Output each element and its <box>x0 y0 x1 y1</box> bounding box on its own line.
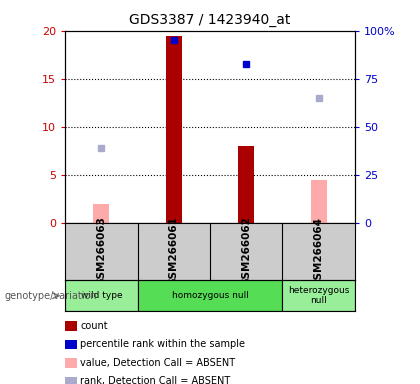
Text: GSM266062: GSM266062 <box>241 217 251 286</box>
Text: wild type: wild type <box>81 291 122 300</box>
Text: percentile rank within the sample: percentile rank within the sample <box>80 339 245 349</box>
Text: heterozygous
null: heterozygous null <box>288 286 349 305</box>
Bar <box>311 180 327 223</box>
Text: homozygous null: homozygous null <box>171 291 249 300</box>
Bar <box>282 280 355 311</box>
Title: GDS3387 / 1423940_at: GDS3387 / 1423940_at <box>129 13 291 27</box>
Text: count: count <box>80 321 108 331</box>
Bar <box>166 36 182 223</box>
Text: rank, Detection Call = ABSENT: rank, Detection Call = ABSENT <box>80 376 231 384</box>
Bar <box>93 204 109 223</box>
Bar <box>238 146 254 223</box>
Text: genotype/variation: genotype/variation <box>4 291 97 301</box>
Text: value, Detection Call = ABSENT: value, Detection Call = ABSENT <box>80 358 235 368</box>
Text: GSM266064: GSM266064 <box>314 217 324 286</box>
Bar <box>138 280 282 311</box>
Text: GSM266061: GSM266061 <box>169 217 179 286</box>
Bar <box>65 280 138 311</box>
Text: GSM266063: GSM266063 <box>96 217 106 286</box>
